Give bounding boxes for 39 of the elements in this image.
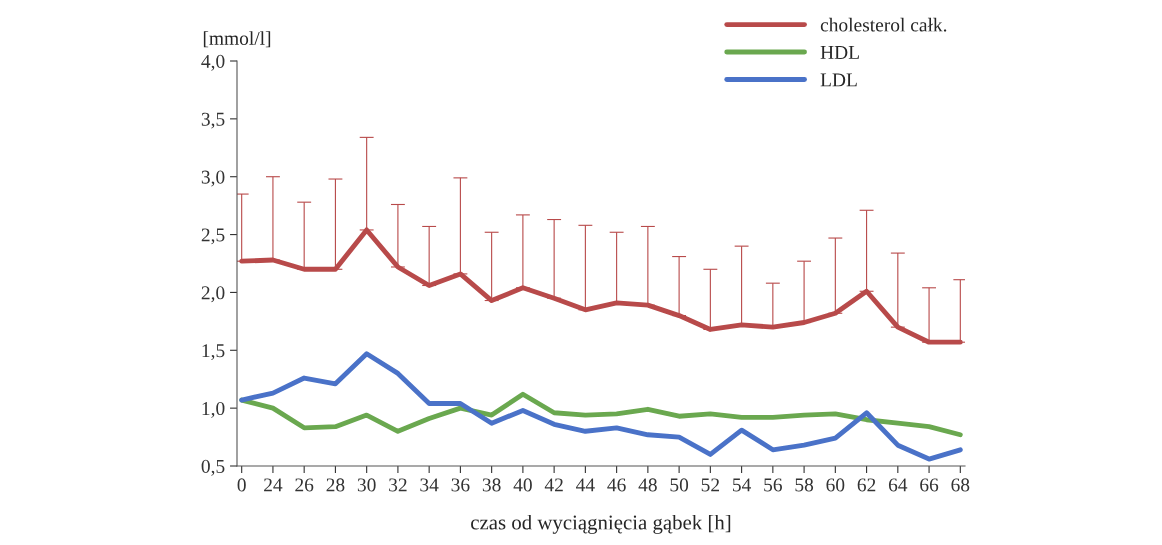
x-tick-label: 34 [420,478,439,492]
legend-label: cholesterol całk. [820,17,947,32]
y-tick-label: 1,0 [202,401,225,418]
y-tick-label: 4,0 [201,54,225,71]
y-tick-label: 1,5 [202,344,225,361]
x-tick-label: 36 [451,478,470,492]
x-tick-label: 66 [920,478,939,492]
y-tick-label: 0,5 [201,459,225,476]
x-tick-label: 48 [638,478,657,492]
x-tick-label: 52 [701,478,720,492]
x-tick-label: 60 [826,478,845,492]
x-axis-title: czas od wyciągnięcia gąbek [h] [471,514,731,534]
x-tick-label: 38 [482,478,501,492]
x-tick-label: 58 [795,478,814,492]
x-tick-label: 26 [295,478,314,492]
y-tick-label: 2,5 [201,228,225,245]
x-tick-label: 62 [857,478,876,492]
x-tick-label: 50 [670,478,689,492]
y-tick-label: 3,0 [201,170,225,187]
line-series [239,391,963,438]
x-tick-label: 46 [607,478,626,492]
y-tick-label: 2,0 [201,286,225,303]
x-tick-label: 42 [544,478,563,492]
x-tick-label: 64 [888,478,908,492]
x-tick-label: 28 [326,478,345,492]
x-tick-label: 40 [513,478,532,492]
x-tick-label: 44 [576,478,595,492]
x-tick-label: 56 [764,478,782,492]
x-tick-label: 0 [237,478,246,492]
x-tick-label: 30 [357,478,376,492]
y-axis-title: [mmol/l] [203,31,271,48]
x-tick-label: 24 [264,478,283,492]
legend-label: HDL [820,46,859,59]
y-tick-label: 3,5 [201,112,225,129]
x-tick-label: 32 [389,478,407,492]
x-tick-label: 68 [951,478,970,492]
line-series [239,351,963,462]
x-tick-label: 54 [733,478,752,492]
legend-label: LDL [820,73,857,87]
